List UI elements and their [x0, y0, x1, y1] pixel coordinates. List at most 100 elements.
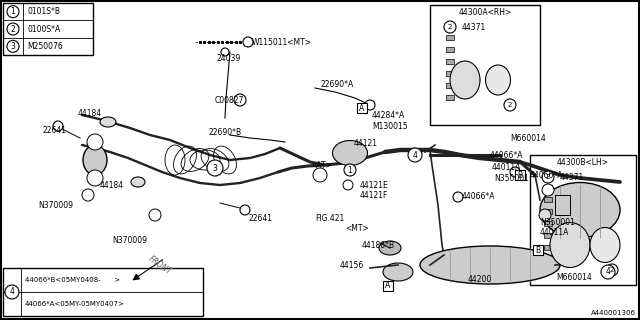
Circle shape: [313, 168, 327, 182]
Text: 44121E: 44121E: [360, 180, 388, 189]
Text: 44066*A: 44066*A: [530, 171, 563, 180]
Ellipse shape: [100, 117, 116, 127]
Text: 4: 4: [605, 268, 611, 276]
Bar: [357, 103, 367, 113]
Circle shape: [504, 99, 516, 111]
Circle shape: [453, 192, 463, 202]
Bar: [544, 197, 552, 202]
Text: 44184: 44184: [100, 180, 124, 189]
Text: 2: 2: [11, 25, 15, 34]
Text: 4: 4: [413, 150, 417, 159]
Text: 3: 3: [11, 42, 15, 51]
Text: 44284*A: 44284*A: [372, 110, 405, 119]
Text: 44371: 44371: [462, 22, 486, 31]
Circle shape: [542, 171, 554, 183]
Ellipse shape: [83, 145, 107, 175]
Text: 44066*A: 44066*A: [490, 150, 524, 159]
Circle shape: [82, 189, 94, 201]
Text: 22690*A: 22690*A: [320, 79, 353, 89]
Circle shape: [53, 121, 63, 131]
Circle shape: [5, 285, 19, 299]
Circle shape: [149, 209, 161, 221]
Text: N370009: N370009: [112, 236, 147, 244]
Text: N350001: N350001: [494, 173, 529, 182]
Text: W115011<MT>: W115011<MT>: [252, 37, 312, 46]
Bar: [383, 281, 393, 291]
Text: FRONT: FRONT: [147, 254, 173, 276]
Circle shape: [408, 148, 422, 162]
Text: 4: 4: [10, 287, 15, 297]
Ellipse shape: [383, 263, 413, 281]
Text: 2: 2: [610, 267, 614, 273]
Circle shape: [7, 40, 19, 52]
Circle shape: [240, 205, 250, 215]
Text: 44066*A<05MY-05MY0407>: 44066*A<05MY-05MY0407>: [25, 301, 125, 307]
Bar: [544, 221, 552, 226]
Bar: [533, 245, 543, 255]
Text: 44186*B: 44186*B: [362, 241, 395, 250]
Text: 44300A<RH>: 44300A<RH>: [458, 7, 511, 17]
Bar: [446, 47, 454, 52]
Circle shape: [510, 167, 520, 177]
Bar: [530, 155, 636, 285]
Text: N350001: N350001: [540, 218, 575, 227]
Text: FIG.421: FIG.421: [315, 213, 344, 222]
Bar: [446, 95, 454, 100]
Text: 44184: 44184: [78, 108, 102, 117]
Text: 44200: 44200: [468, 276, 492, 284]
Ellipse shape: [486, 65, 511, 95]
Circle shape: [87, 134, 103, 150]
Ellipse shape: [590, 228, 620, 262]
Text: 22641: 22641: [42, 125, 66, 134]
Ellipse shape: [539, 209, 551, 221]
Text: B: B: [536, 245, 541, 254]
Text: M660014: M660014: [556, 274, 592, 283]
Bar: [544, 185, 552, 190]
Circle shape: [7, 6, 19, 18]
Circle shape: [221, 48, 229, 56]
Text: 44156: 44156: [340, 261, 364, 270]
Circle shape: [444, 21, 456, 33]
Bar: [446, 71, 454, 76]
Bar: [544, 209, 552, 214]
Text: 0101S*B: 0101S*B: [27, 7, 60, 16]
Text: 44121F: 44121F: [360, 190, 388, 199]
Text: M250076: M250076: [27, 42, 63, 51]
Circle shape: [207, 160, 223, 176]
Text: 44011A: 44011A: [540, 228, 570, 236]
Text: 22690*B: 22690*B: [208, 127, 241, 137]
Bar: [3, 268, 203, 316]
Ellipse shape: [131, 177, 145, 187]
Text: A: A: [360, 103, 365, 113]
Text: 44300B<LH>: 44300B<LH>: [557, 157, 609, 166]
Text: M130015: M130015: [372, 122, 408, 131]
Text: C00827: C00827: [215, 95, 244, 105]
Circle shape: [7, 23, 19, 35]
Text: 44011A: 44011A: [492, 163, 522, 172]
Text: N370009: N370009: [38, 201, 73, 210]
Text: 3: 3: [212, 164, 218, 172]
Text: 22641: 22641: [248, 213, 272, 222]
Bar: [544, 233, 552, 238]
Text: 0100S*A: 0100S*A: [27, 25, 60, 34]
Circle shape: [243, 37, 253, 47]
Ellipse shape: [420, 246, 560, 284]
Circle shape: [234, 94, 246, 106]
Text: B: B: [517, 171, 523, 180]
Circle shape: [542, 184, 554, 196]
Ellipse shape: [450, 61, 480, 99]
Text: 24039: 24039: [216, 53, 240, 62]
Circle shape: [344, 164, 356, 176]
Text: A: A: [385, 282, 390, 291]
Text: 2: 2: [448, 24, 452, 30]
Text: 1: 1: [348, 165, 353, 174]
Text: 44066*A: 44066*A: [462, 191, 495, 201]
Bar: [446, 83, 454, 88]
Ellipse shape: [333, 140, 367, 165]
Ellipse shape: [540, 182, 620, 237]
Text: A440001306: A440001306: [591, 310, 636, 316]
Circle shape: [601, 265, 615, 279]
Bar: [544, 245, 552, 250]
Circle shape: [365, 100, 375, 110]
Text: <AT>: <AT>: [310, 161, 332, 170]
